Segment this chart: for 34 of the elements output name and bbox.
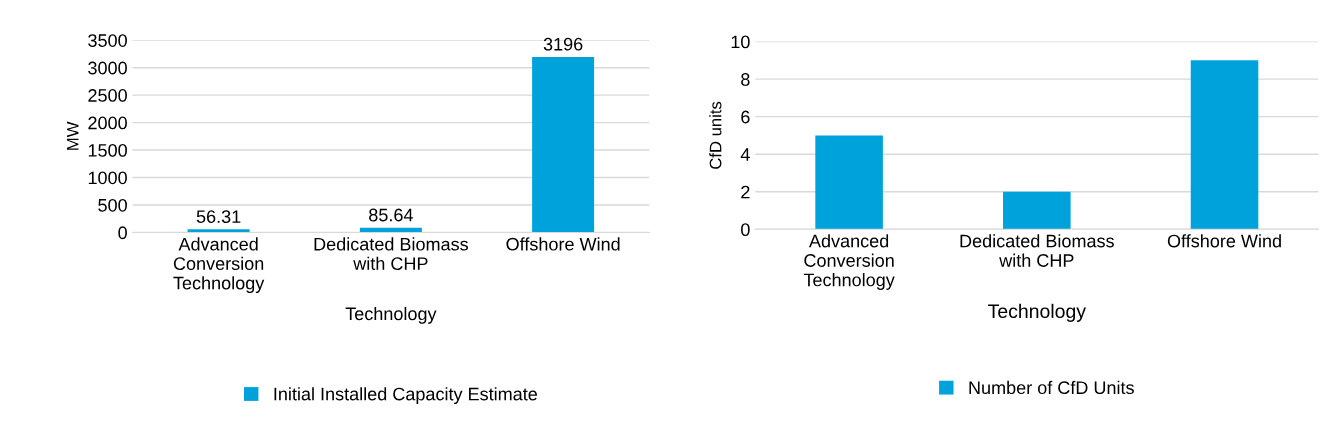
y-axis-title: CfD units: [709, 101, 722, 169]
y-tick-label: 4: [740, 148, 750, 161]
bar: [1190, 60, 1259, 230]
y-tick-label: 1500: [88, 144, 127, 157]
y-tick-label: 1000: [88, 171, 127, 185]
x-tick-label: Dedicated Biomass with CHP: [314, 237, 468, 271]
y-tick-label: 0: [118, 226, 127, 240]
x-axis-title: Technology: [988, 303, 1086, 322]
y-tick-label: 10: [731, 35, 750, 49]
y-tick-label: 0: [741, 223, 750, 237]
x-axis-title: Technology: [345, 306, 437, 324]
x-tick-label: Advanced Conversion Technology: [173, 237, 265, 294]
y-tick-label: 3500: [88, 34, 127, 47]
data-label: 56.31: [196, 210, 241, 223]
bar: [815, 135, 883, 230]
y-tick-label: 3000: [88, 61, 127, 75]
y-tick-label: 2: [741, 185, 750, 199]
y-tick-label: 500: [98, 198, 127, 212]
bar: [1003, 191, 1071, 230]
x-tick-label: Offshore Wind: [1167, 234, 1281, 248]
y-tick-label: 6: [741, 110, 750, 124]
x-tick-label: Advanced Conversion Technology: [803, 234, 895, 290]
bar: [187, 229, 250, 233]
data-label: 3196: [543, 37, 583, 51]
bar: [532, 56, 595, 233]
legend-label: Initial Installed Capacity Estimate: [274, 387, 537, 405]
data-label: 85.64: [369, 208, 413, 222]
y-tick-label: 8: [741, 73, 750, 86]
y-tick-label: 2500: [88, 89, 127, 102]
y-tick-label: 2000: [88, 116, 127, 130]
x-tick-label: Dedicated Biomass with CHP: [960, 234, 1114, 267]
y-axis-title: MW: [67, 121, 79, 150]
legend-label: Number of CfD Units: [969, 380, 1134, 395]
x-tick-label: Offshore Wind: [506, 237, 620, 251]
